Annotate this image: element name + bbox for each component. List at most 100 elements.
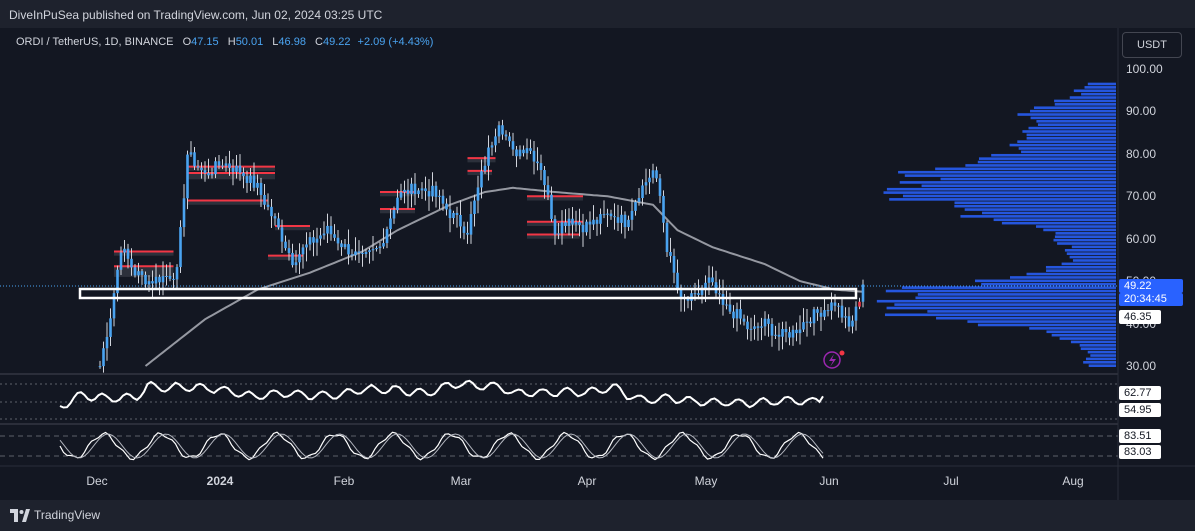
range-box-fill: [187, 166, 275, 171]
notification-dot: [839, 350, 845, 356]
candle-body: [280, 227, 284, 242]
candle-body: [186, 154, 189, 199]
candle-body: [539, 163, 543, 171]
candle-body: [319, 235, 322, 239]
volume-profile-bar: [1066, 252, 1116, 255]
volume-profile-bar: [1017, 113, 1116, 116]
change-value: +2.09 (+4.43%): [357, 36, 434, 48]
candle-body: [543, 170, 546, 186]
range-box-fill: [527, 196, 583, 201]
candle-body: [193, 152, 196, 167]
candle-body: [756, 326, 760, 328]
candle-body: [592, 219, 595, 225]
candle-body: [364, 251, 368, 254]
candle-body: [375, 247, 378, 250]
support-zone-box: [78, 287, 858, 300]
candle-body: [767, 318, 770, 324]
volume-profile-bar: [1030, 116, 1116, 120]
candle-body: [574, 222, 578, 225]
candle-body: [627, 219, 630, 228]
lightning-icon[interactable]: [823, 351, 841, 369]
volume-profile-bar: [1083, 361, 1116, 364]
candle-body: [207, 172, 210, 176]
volume-profile-bar: [991, 153, 1116, 157]
volume-profile-bar: [1054, 99, 1116, 103]
candle-body: [410, 183, 413, 195]
volume-profile-bar: [1028, 126, 1116, 130]
volume-profile: [876, 82, 1116, 367]
volume-profile-bar: [1018, 147, 1116, 150]
osc2-value-b: 83.03: [1119, 445, 1161, 459]
high-label: H: [227, 36, 236, 48]
candle-body: [102, 348, 105, 367]
volume-profile-bar: [1069, 255, 1116, 259]
candle-body: [595, 219, 599, 224]
candle-body: [270, 206, 273, 217]
candle-body: [557, 233, 560, 235]
candle-body: [126, 248, 130, 259]
candle-body: [329, 225, 333, 235]
range-box-fill: [527, 234, 580, 239]
candle-body: [434, 185, 438, 197]
volume-profile-bar: [974, 279, 1116, 283]
candle-body: [217, 161, 221, 166]
footer-brand[interactable]: TradingView: [34, 508, 101, 522]
candle-body: [238, 165, 242, 173]
volume-profile-bar: [917, 293, 1116, 296]
candle-body: [259, 182, 263, 195]
volume-profile-bar: [1033, 106, 1116, 110]
candle-body: [196, 166, 200, 168]
volume-profile-bar: [886, 306, 1116, 310]
volume-profile-bar: [1030, 109, 1116, 113]
chart-svg[interactable]: [0, 28, 1195, 500]
candle-body: [588, 221, 592, 225]
candle-body: [403, 189, 406, 193]
volume-profile-bar: [921, 184, 1116, 188]
candle-body: [158, 276, 161, 283]
candle-body: [630, 210, 634, 220]
candle-body: [637, 198, 641, 202]
candles: [98, 119, 865, 373]
publish-header: DiveInPuSea published on TradingView.com…: [0, 0, 1195, 28]
currency-button[interactable]: USDT: [1122, 32, 1182, 58]
candle-body: [644, 182, 648, 186]
volume-profile-bar: [1061, 262, 1116, 266]
volume-profile-bar: [1087, 350, 1116, 354]
tradingview-logo-icon[interactable]: [10, 509, 30, 522]
candle-body: [532, 150, 536, 162]
candle-body: [546, 185, 550, 195]
volume-profile-bar: [886, 187, 1116, 191]
volume-profile-bar: [960, 215, 1116, 218]
low-label: L: [272, 36, 279, 48]
volume-profile-bar: [1036, 120, 1116, 123]
lightning-bolt-glyph: [829, 354, 836, 367]
volume-profile-bar: [1059, 337, 1116, 340]
volume-profile-bar: [927, 310, 1116, 313]
footer: TradingView: [0, 500, 1195, 531]
candle-body: [742, 318, 746, 322]
volume-profile-bar: [1072, 259, 1116, 262]
candle-body: [165, 276, 168, 278]
candle-body: [168, 276, 172, 279]
candle-body: [480, 171, 483, 188]
candle-body: [788, 332, 791, 338]
candle-body: [298, 254, 301, 263]
volume-profile-bar: [1073, 89, 1116, 93]
volume-profile-bar: [967, 320, 1116, 323]
candle-body: [140, 271, 144, 275]
volume-profile-bar: [1069, 96, 1116, 99]
volume-profile-bar: [1036, 225, 1116, 228]
candle-body: [781, 328, 784, 337]
candle-body: [613, 216, 616, 218]
range-box-fill: [275, 225, 310, 231]
candle-body: [343, 244, 347, 248]
candle-body: [830, 302, 833, 311]
chart-area[interactable]: 100.0090.0080.0070.0060.0050.0040.0030.0…: [0, 28, 1195, 500]
candle-body: [511, 141, 515, 150]
candle-body: [322, 233, 326, 236]
candle-body: [137, 271, 140, 276]
candle-body: [494, 136, 497, 146]
candle-body: [599, 214, 602, 224]
candle-body: [658, 178, 662, 196]
symbol-title[interactable]: ORDI / TetherUS, 1D, BINANCE: [16, 36, 174, 48]
